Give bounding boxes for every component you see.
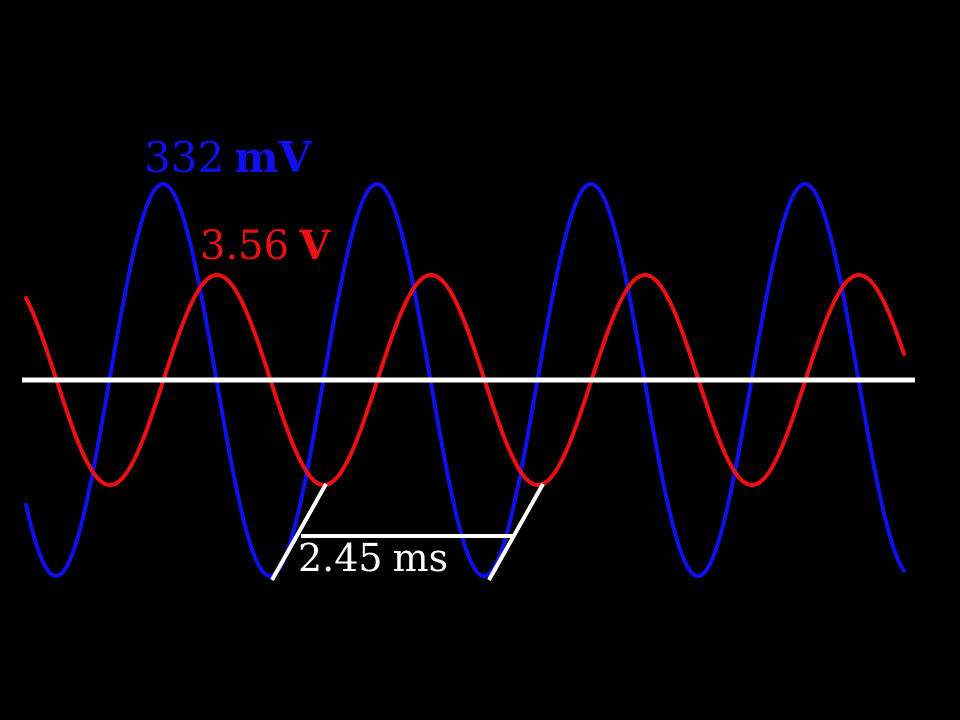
blue-sine-wave [24,182,906,578]
blue-amplitude-value: 332 [144,133,224,182]
period-unit: ms [393,536,449,580]
blue-amplitude-unit: mV [234,133,312,182]
period-value: 2.45 [298,536,383,580]
period-marker-right-slant [487,483,545,581]
red-amplitude-unit: V [298,222,331,269]
period-marker-left-slant [270,483,328,581]
red-amplitude-value: 3.56 [200,223,289,269]
blue-amplitude-label: 332 mV [144,133,313,182]
red-sine-wave [24,273,906,487]
period-label: 2.45 ms [298,536,448,580]
red-amplitude-label: 3.56 V [200,222,331,269]
